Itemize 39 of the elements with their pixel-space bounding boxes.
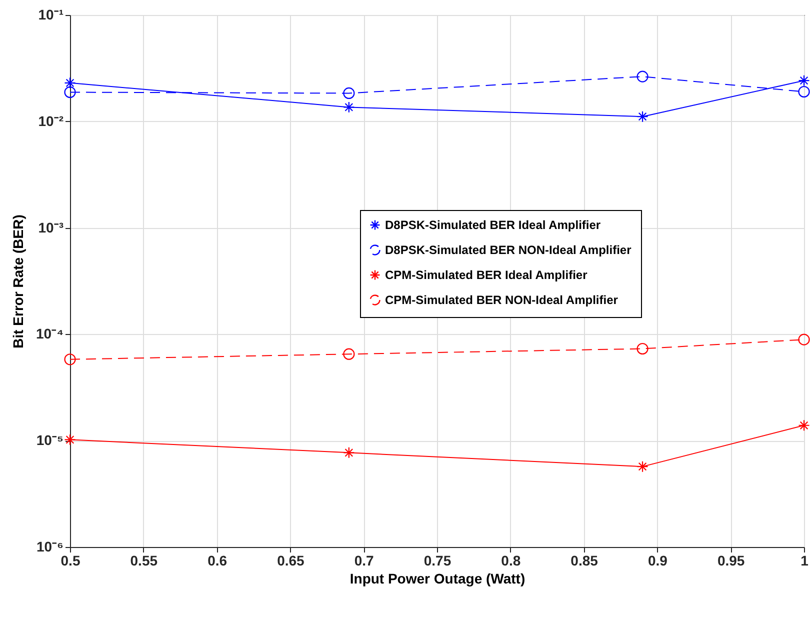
- y-axis-title: Bit Error Rate (BER): [10, 214, 26, 348]
- point: [636, 342, 648, 355]
- point: [798, 420, 810, 432]
- point: [798, 86, 810, 98]
- x-tick-label: 0.8: [501, 552, 521, 568]
- x-tick-label: 0.5: [60, 552, 80, 568]
- x-tick-label: 0.85: [570, 552, 598, 568]
- point: [636, 70, 648, 82]
- x-tick-label: 0.75: [424, 552, 452, 568]
- x-tick-label: 1: [800, 552, 809, 568]
- point: [343, 446, 355, 458]
- point: [343, 87, 355, 100]
- point: [343, 101, 355, 113]
- point: [343, 348, 355, 360]
- x-tick-label: 0.55: [130, 552, 158, 568]
- x-tick-label: 0.65: [277, 552, 305, 568]
- y-tick-label: 10⁻¹: [38, 6, 64, 22]
- x-tick-label: 0.95: [717, 552, 745, 568]
- legend-label: CPM-Simulated BER Ideal Amplifier: [385, 268, 588, 282]
- point: [64, 77, 76, 89]
- point: [798, 334, 810, 346]
- y-tick-label: 10⁻⁶: [36, 538, 64, 554]
- legend-label: D8PSK-Simulated BER Ideal Amplifier: [385, 218, 601, 232]
- x-axis-title: Input Power Outage (Watt): [350, 570, 526, 586]
- point: [64, 354, 76, 366]
- x-tick-label: 0.6: [208, 552, 228, 568]
- y-tick-label: 10⁻²: [38, 112, 64, 129]
- legend-label: D8PSK-Simulated BER NON-Ideal Amplifier: [385, 243, 632, 257]
- y-tick-label: 10⁻³: [38, 219, 64, 236]
- point: [636, 460, 648, 472]
- point: [636, 110, 648, 122]
- legend-label: CPM-Simulated BER NON-Ideal Amplifier: [385, 293, 618, 307]
- point: [64, 86, 76, 98]
- y-tick-label: 10⁻⁴: [36, 326, 64, 342]
- x-tick-label: 0.7: [354, 552, 374, 568]
- point: [64, 434, 76, 446]
- point: [798, 74, 810, 86]
- y-tick-label: 10⁻⁵: [36, 432, 64, 448]
- x-tick-label: 0.9: [648, 552, 668, 568]
